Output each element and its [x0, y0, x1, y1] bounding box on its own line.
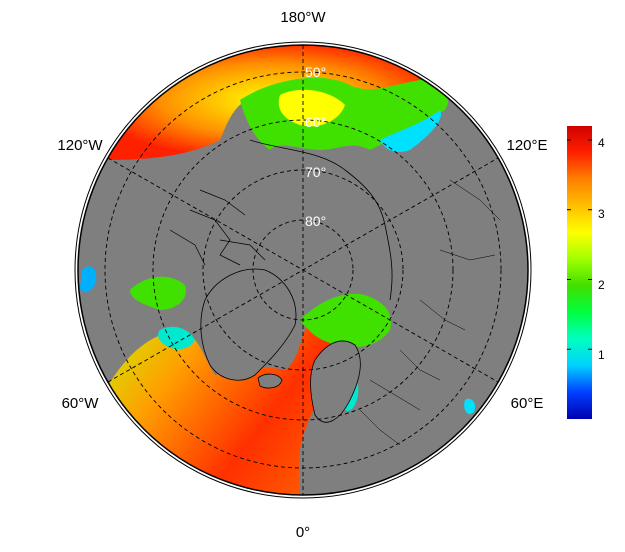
- greenland-landmass: [200, 268, 297, 381]
- lat-circle-60: [152, 119, 454, 421]
- lat-label-60: 60°: [305, 114, 326, 130]
- colorbar: 1 2 3 4: [567, 126, 605, 419]
- lon-label-0: 0°: [296, 524, 310, 541]
- colorbar-tick-label-3: 3: [598, 207, 605, 221]
- okhotsk-yellow: [278, 89, 345, 127]
- meridian-120w-60e: [107, 157, 499, 383]
- cyan-patch-east: [380, 110, 441, 152]
- iceland-landmass: [257, 373, 283, 389]
- barents-green: [300, 293, 391, 347]
- labrador-cyan: [157, 326, 195, 350]
- lon-label-60e: 60°E: [511, 395, 544, 412]
- map-border: [77, 44, 529, 496]
- lon-label-60w: 60°W: [62, 395, 100, 412]
- meridian-lines: [107, 45, 499, 495]
- colorbar-tick-marks: [567, 139, 592, 350]
- colorbar-tick-label-2: 2: [598, 278, 605, 292]
- west-coast-strip: [80, 266, 97, 293]
- siberian-coast: [249, 139, 393, 301]
- europe-borders: [359, 179, 501, 446]
- lon-label-180w: 180°W: [280, 9, 326, 26]
- lon-label-120e: 120°E: [506, 137, 547, 154]
- map-border-outer: [74, 41, 532, 499]
- colorbar-tick-label-4: 4: [598, 136, 605, 150]
- lat-label-50: 50°: [305, 64, 326, 80]
- hudson-green: [130, 276, 186, 310]
- scandinavia-landmass: [310, 340, 361, 423]
- lat-label-70: 70°: [305, 164, 326, 180]
- lat-label-80: 80°: [305, 213, 326, 229]
- arctic-archipelago: [169, 189, 266, 266]
- lon-label-120w: 120°W: [57, 137, 103, 154]
- colorbar-tick-label-1: 1: [598, 348, 605, 362]
- colorbar-gradient: [567, 126, 592, 419]
- east-asia-strip: [464, 398, 476, 415]
